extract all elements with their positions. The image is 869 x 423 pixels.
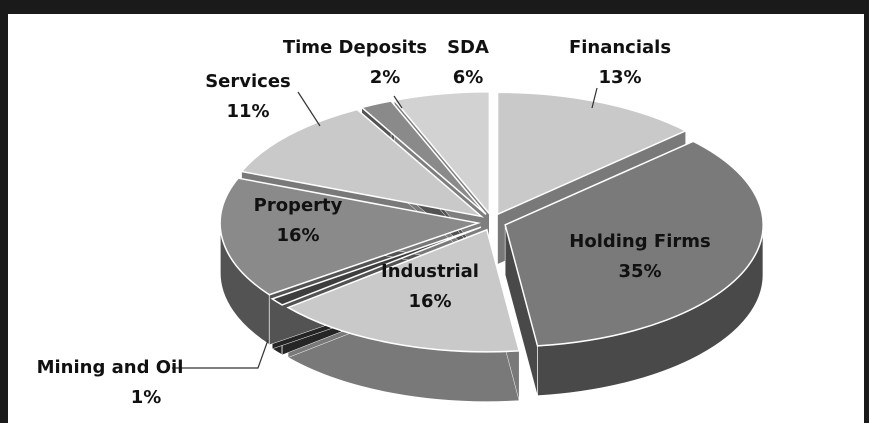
- value-label: 13%: [598, 67, 641, 88]
- slice: [504, 140, 764, 347]
- category-label: Time Deposits: [283, 37, 427, 58]
- leader-line: [297, 91, 321, 127]
- slice: [270, 226, 482, 306]
- category-label: Holding Firms: [569, 231, 710, 252]
- right-border: [864, 0, 869, 423]
- slice: [496, 91, 688, 216]
- category-label: Financials: [569, 37, 671, 58]
- value-label: 16%: [276, 225, 319, 246]
- category-label: Mining and Oil: [37, 357, 184, 378]
- slice: [360, 100, 487, 215]
- category-label: Industrial: [381, 261, 479, 282]
- slice: [286, 228, 521, 353]
- leader-line: [393, 95, 403, 109]
- slice: [219, 177, 482, 296]
- top-bar: [0, 0, 869, 14]
- value-label: 11%: [226, 101, 269, 122]
- slice: [393, 90, 491, 216]
- category-label: SDA: [447, 37, 489, 58]
- value-label: 1%: [131, 387, 162, 408]
- value-label: 6%: [453, 67, 484, 88]
- category-label: Property: [254, 195, 343, 216]
- value-label: 16%: [408, 291, 451, 312]
- value-label: 35%: [618, 261, 661, 282]
- category-label: Services: [205, 71, 291, 92]
- leader-line: [591, 87, 598, 109]
- value-label: 2%: [370, 67, 401, 88]
- leader-line: [172, 339, 269, 369]
- slice: [240, 108, 485, 218]
- left-border: [0, 0, 8, 423]
